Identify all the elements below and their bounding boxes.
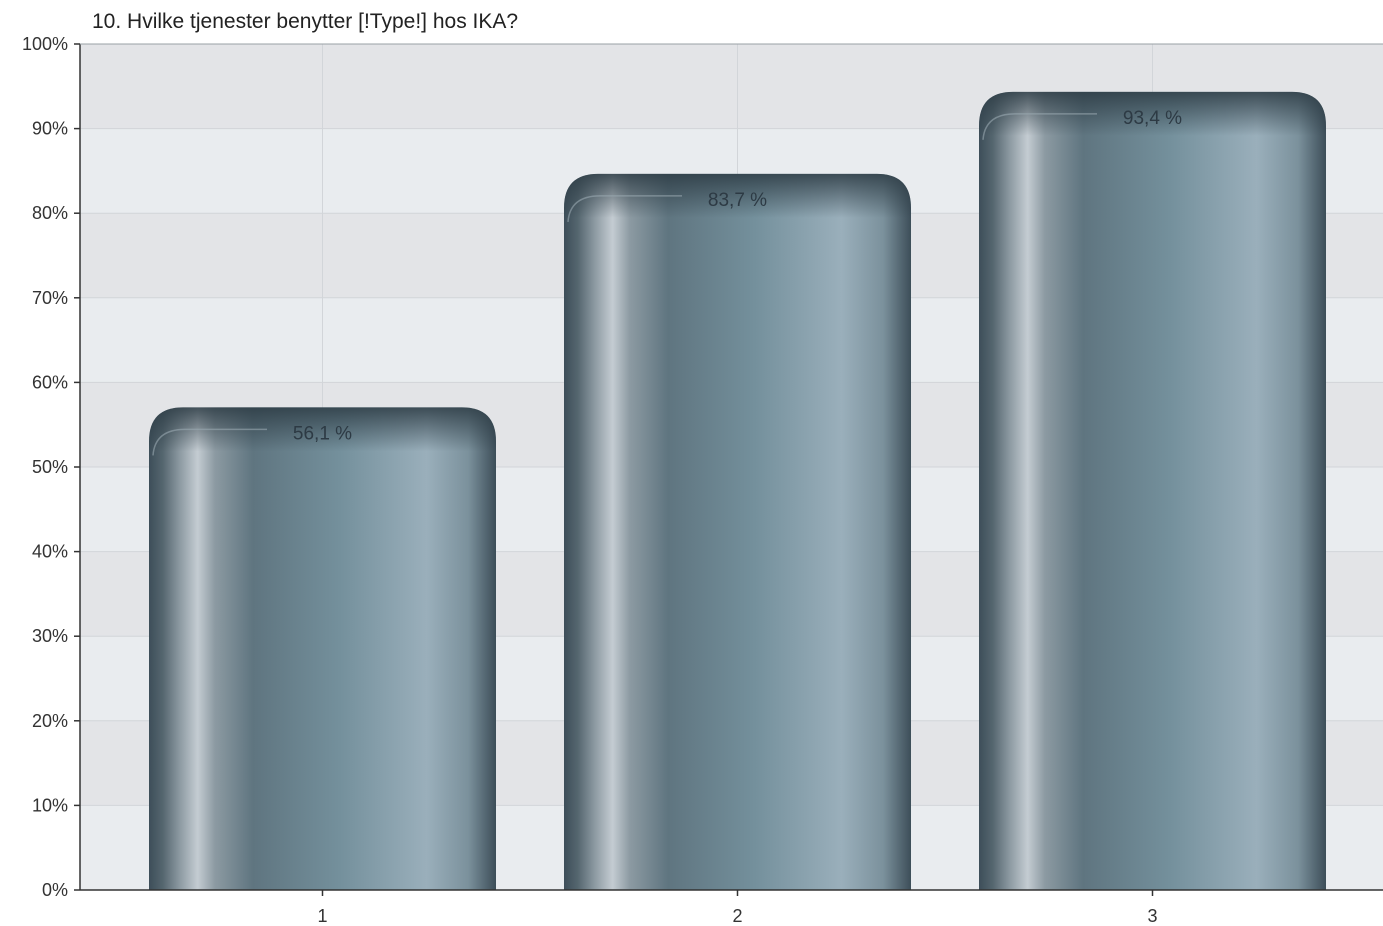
bar-2	[564, 173, 911, 890]
x-tick-label: 2	[732, 906, 742, 926]
bars	[149, 91, 1326, 890]
bar-body	[564, 173, 911, 890]
bar-rim	[152, 428, 267, 456]
y-tick-label: 60%	[32, 372, 68, 392]
x-tick-label: 3	[1147, 906, 1157, 926]
data-labels: 56,1 % 83,7 % 93,4 %	[293, 108, 1182, 445]
bar-rim	[567, 195, 682, 222]
data-label: 93,4 %	[1123, 108, 1182, 129]
bar-body	[149, 407, 496, 890]
y-tick-label: 90%	[32, 119, 68, 139]
y-tick-label: 30%	[32, 626, 68, 646]
data-label: 83,7 %	[708, 190, 767, 211]
y-axis-ticks: 0% 10% 20% 30% 40% 50% 60% 70% 80% 90% 100%	[22, 34, 80, 900]
y-tick-label: 80%	[32, 203, 68, 223]
y-tick-label: 100%	[22, 34, 68, 54]
y-tick-label: 50%	[32, 457, 68, 477]
bar-body	[979, 91, 1326, 890]
bar-cap	[564, 173, 911, 218]
y-tick-label: 10%	[32, 795, 68, 815]
bar-cap	[149, 407, 496, 452]
bar-1	[149, 407, 496, 890]
y-tick-label: 70%	[32, 288, 68, 308]
bar-cap	[979, 91, 1326, 136]
y-tick-label: 40%	[32, 542, 68, 562]
y-tick-label: 20%	[32, 711, 68, 731]
bar-3	[979, 91, 1326, 890]
x-tick-label: 1	[317, 906, 327, 926]
y-tick-label: 0%	[42, 880, 68, 900]
data-label: 56,1 %	[293, 423, 352, 444]
x-axis-ticks: 1 2 3	[317, 890, 1158, 926]
chart-title: 10. Hvilke tjenester benytter [!Type!] h…	[92, 10, 519, 33]
bar-rim	[982, 113, 1097, 140]
